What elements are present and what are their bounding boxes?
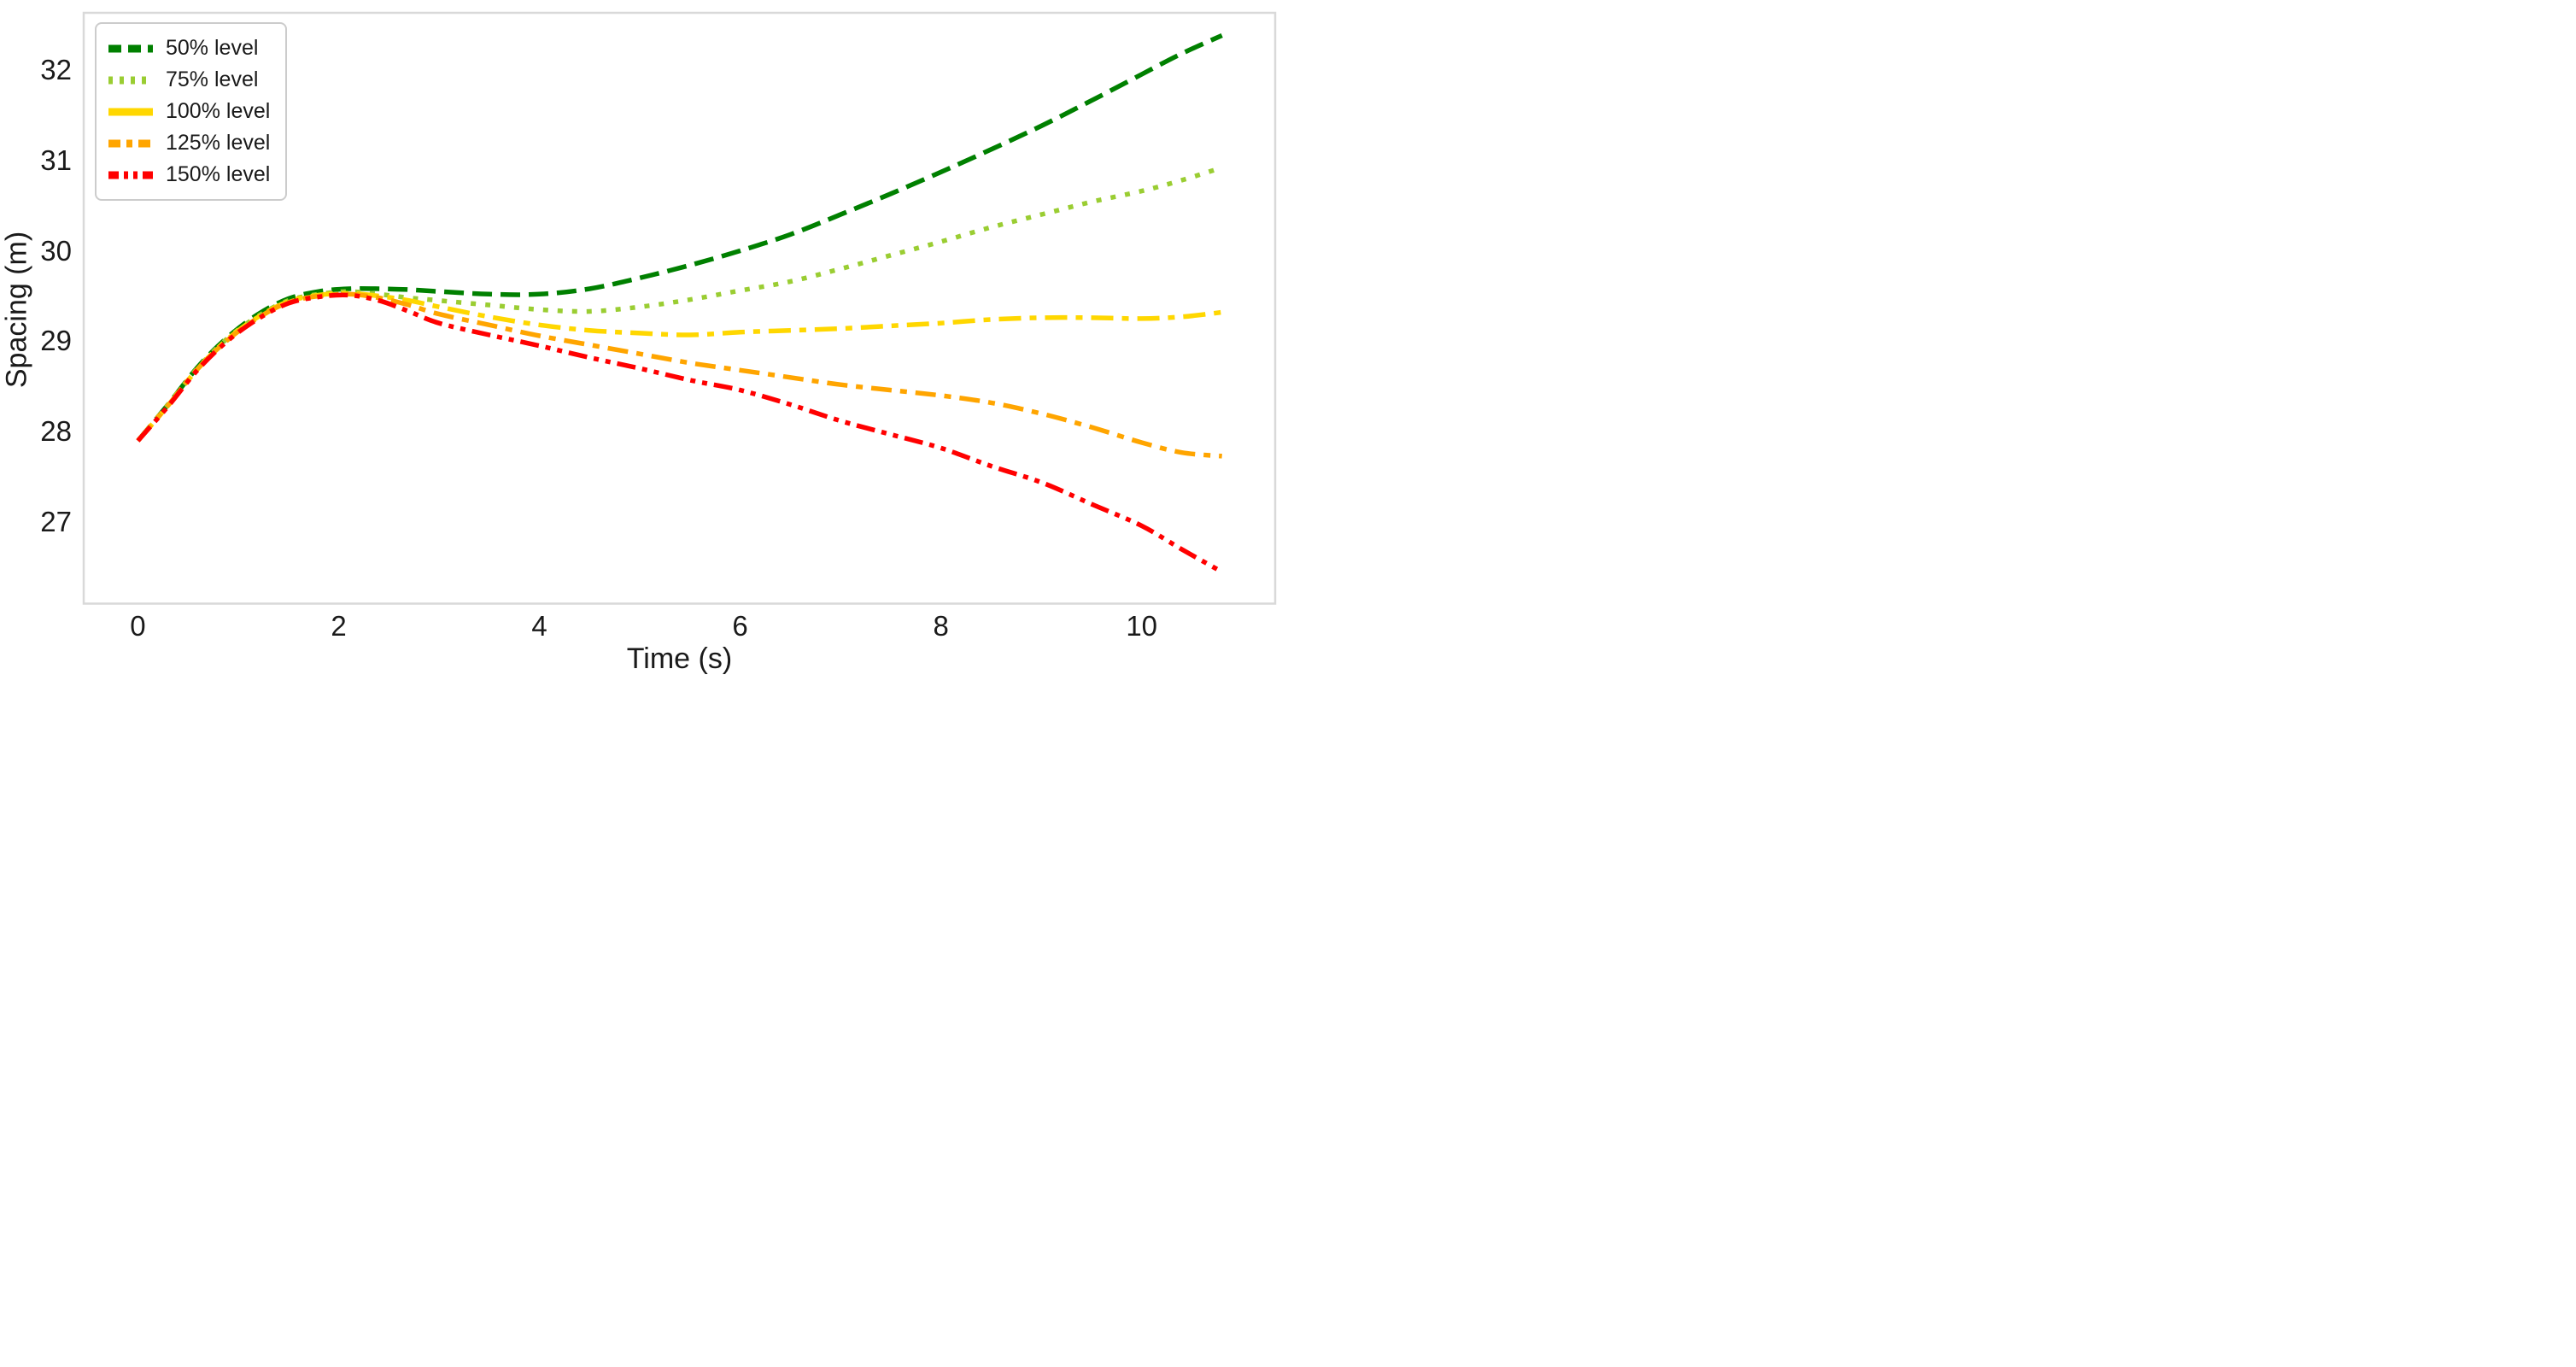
legend-label: 100% level	[166, 99, 271, 123]
plot-border	[82, 11, 1277, 605]
legend-line-sample	[108, 139, 153, 147]
legend-line-sample	[108, 171, 153, 179]
y-axis-label: Spacing (m)	[0, 231, 33, 389]
legend-item-150-level: 150% level	[108, 161, 270, 189]
legend-label: 50% level	[166, 36, 259, 60]
legend-item-125-level: 125% level	[108, 129, 270, 157]
x-tick-label-4: 4	[531, 610, 547, 642]
y-tick-label-27: 27	[40, 506, 72, 538]
legend-line-sample	[108, 44, 153, 52]
spacing-vs-time-chart: Time (s) Spacing (m) 27 28 29 30 31 32 0 2 4 6 8 10…	[0, 0, 1288, 684]
y-tick-label-30: 30	[40, 234, 72, 267]
plot-area	[82, 11, 1277, 605]
curve-50-level	[136, 32, 1223, 443]
y-tick-label-29: 29	[40, 325, 72, 357]
x-axis-label: Time (s)	[626, 642, 733, 675]
legend-label: 150% level	[166, 162, 271, 186]
curve-100-level	[136, 290, 1223, 443]
curve-75-level	[136, 165, 1223, 443]
x-tick-label-0: 0	[130, 610, 146, 642]
y-tick-label-32: 32	[40, 53, 72, 85]
x-tick-label-10: 10	[1126, 610, 1158, 642]
legend-label: 125% level	[166, 131, 271, 155]
legend-item-75-level: 75% level	[108, 66, 270, 94]
x-tick-label-8: 8	[933, 610, 949, 642]
legend-label: 75% level	[166, 67, 259, 91]
y-tick-label-28: 28	[40, 415, 72, 448]
legend-line-sample	[108, 76, 153, 84]
curve-125-level	[136, 291, 1222, 459]
legend-item-50-level: 50% level	[108, 34, 270, 62]
legend: 50% level 75% level 100% level 125% level 15…	[95, 22, 288, 201]
legend-line-sample	[108, 108, 153, 115]
x-tick-label-6: 6	[732, 610, 748, 642]
y-tick-label-31: 31	[40, 144, 72, 176]
legend-item-100-level: 100% level	[108, 97, 270, 126]
curve-150-level	[136, 292, 1224, 574]
x-tick-label-2: 2	[331, 610, 347, 642]
